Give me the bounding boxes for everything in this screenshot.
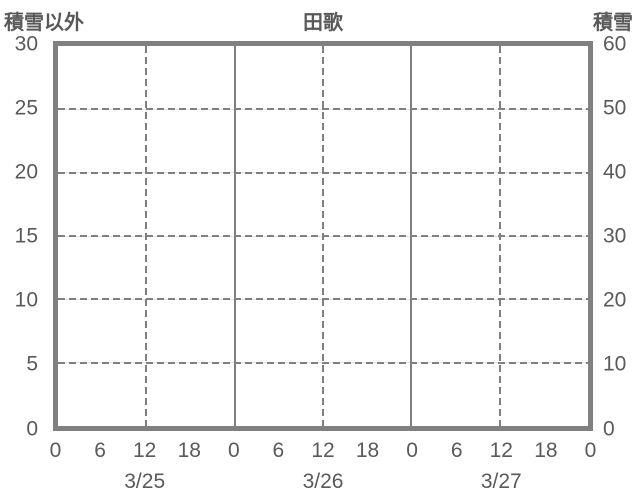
plot-area <box>53 41 593 431</box>
chart-title: 田歌 <box>303 12 343 34</box>
x-axis-tick: 18 <box>177 439 201 462</box>
y-axis-left-tick: 10 <box>14 288 38 312</box>
y-axis-right-tick: 0 <box>603 417 615 440</box>
y-axis-right-tick: 20 <box>603 288 627 312</box>
x-axis-tick: 0 <box>406 439 418 462</box>
x-axis-tick: 6 <box>272 439 285 462</box>
x-axis-date-label: 3/27 <box>480 470 522 493</box>
x-axis-tick: 0 <box>584 439 597 462</box>
x-axis-tick: 12 <box>133 439 157 462</box>
y-axis-left-tick: 0 <box>26 417 38 440</box>
v-gridline-noon <box>322 46 324 426</box>
v-gridline-midnight <box>410 46 413 426</box>
left-axis-title: 積雪以外 <box>4 12 84 34</box>
x-axis-date-label: 3/25 <box>124 470 166 493</box>
x-axis-tick: 12 <box>489 439 513 462</box>
x-axis-date-label: 3/26 <box>302 470 344 493</box>
y-axis-left-tick: 25 <box>14 96 38 120</box>
y-axis-left-tick: 20 <box>14 160 38 184</box>
y-axis-right-tick: 10 <box>603 352 627 376</box>
y-axis-left-tick: 15 <box>14 224 38 248</box>
v-gridline-noon <box>145 46 148 426</box>
v-gridline-noon <box>498 46 501 426</box>
x-axis-tick: 18 <box>534 439 558 462</box>
right-axis-title: 積雪 <box>593 12 633 34</box>
x-axis-tick: 0 <box>49 439 62 462</box>
x-axis-tick: 12 <box>311 439 335 462</box>
x-axis-tick: 18 <box>355 439 380 462</box>
x-axis-tick: 6 <box>94 439 106 462</box>
y-axis-right-tick: 50 <box>603 96 627 120</box>
y-axis-right-tick: 60 <box>603 32 627 55</box>
y-axis-right-tick: 40 <box>603 160 627 184</box>
y-axis-left-tick: 5 <box>26 352 38 376</box>
x-axis-tick: 0 <box>227 439 240 462</box>
y-axis-right-tick: 30 <box>603 224 627 248</box>
y-axis-left-tick: 30 <box>14 32 38 55</box>
x-axis-tick: 6 <box>450 439 463 462</box>
v-gridline-midnight <box>233 46 236 426</box>
